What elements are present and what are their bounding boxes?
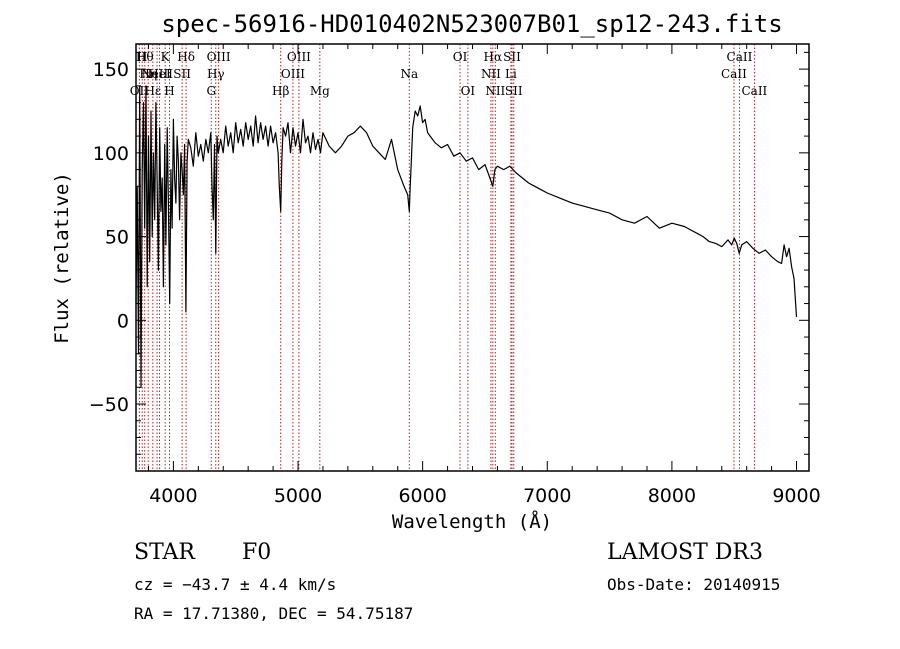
y-tick-label: 0: [117, 310, 129, 332]
coordinates: RA = 17.71380, DEC = 54.75187: [134, 604, 414, 623]
spectral-line-label: Hα: [484, 50, 503, 64]
survey-name: LAMOST DR3: [607, 540, 763, 565]
chart-title: spec-56916-HD010402N523007B01_sp12-243.f…: [161, 10, 782, 38]
axis-tick-labels: 4000 5000 6000 7000 8000 9000 −50 0 50 100 150: [89, 59, 821, 507]
flux-line: [135, 85, 798, 388]
obs-date: Obs-Date: 20140915: [607, 575, 781, 594]
spectral-line-label: SII: [173, 67, 191, 81]
spectral-line-label: Hθ: [136, 50, 154, 64]
y-tick-label: 50: [105, 227, 129, 249]
spectral-line-label: H: [137, 50, 147, 64]
spectral-line-label: Hη: [139, 67, 157, 81]
x-axis-title: Wavelength (Å): [392, 510, 552, 533]
spectral-line-label: G: [206, 84, 216, 98]
spectral-line-labels: OIIHHθHηHεNeIIIHeIKHSIIHδGHγOIIIHβOIIIOI…: [130, 50, 768, 98]
y-axis-title: Flux (relative): [51, 172, 73, 344]
plot-frame: [135, 43, 810, 472]
x-tick-label: 4000: [149, 485, 197, 507]
spectral-line-label: Na: [400, 67, 418, 81]
x-tick-label: 9000: [772, 485, 820, 507]
spectral-line-label: HeI: [148, 67, 171, 81]
y-tick-label: 150: [93, 59, 129, 81]
spectral-line-label: NII: [481, 67, 501, 81]
cz-value: cz = −43.7 ± 4.4 km/s: [134, 575, 337, 594]
spectral-line-label: OIII: [287, 50, 311, 64]
object-class: STAR: [134, 540, 195, 565]
spectral-line-label: Hδ: [177, 50, 195, 64]
spectral-line-label: OII: [130, 84, 150, 98]
x-tick-label: 8000: [648, 485, 696, 507]
spectral-line-label: NII: [485, 84, 505, 98]
y-tick-label: −50: [89, 394, 129, 416]
spectral-line-label: OIII: [281, 67, 305, 81]
spectral-line-label: Mg: [310, 84, 330, 98]
axis-ticks: [136, 44, 809, 471]
x-tick-label: 5000: [274, 485, 322, 507]
spectral-line-label: OI: [453, 50, 468, 64]
spectral-line-label: H: [164, 84, 174, 98]
spectral-line-label: OIII: [207, 50, 231, 64]
spectral-line-label: Hβ: [272, 84, 289, 98]
spectral-line-label: K: [161, 50, 171, 64]
spectral-line-label: Li: [505, 67, 517, 81]
spectral-line-label: NeIII: [141, 67, 173, 81]
spectral-line-label: SII: [505, 84, 523, 98]
spectral-line-markers: [138, 44, 755, 471]
x-tick-label: 7000: [523, 485, 571, 507]
spectral-line-label: CaII: [741, 84, 767, 98]
spectrum-series: [135, 85, 798, 388]
x-tick-label: 6000: [398, 485, 446, 507]
y-tick-label: 100: [93, 143, 129, 165]
spectral-line-label: CaII: [721, 67, 747, 81]
subclass: F0: [242, 540, 272, 565]
spectral-line-label: OI: [461, 84, 476, 98]
spectral-line-label: CaII: [727, 50, 753, 64]
spectral-line-label: Hγ: [207, 67, 225, 81]
spectral-line-label: Hε: [144, 84, 161, 98]
spectral-line-label: SII: [503, 50, 521, 64]
